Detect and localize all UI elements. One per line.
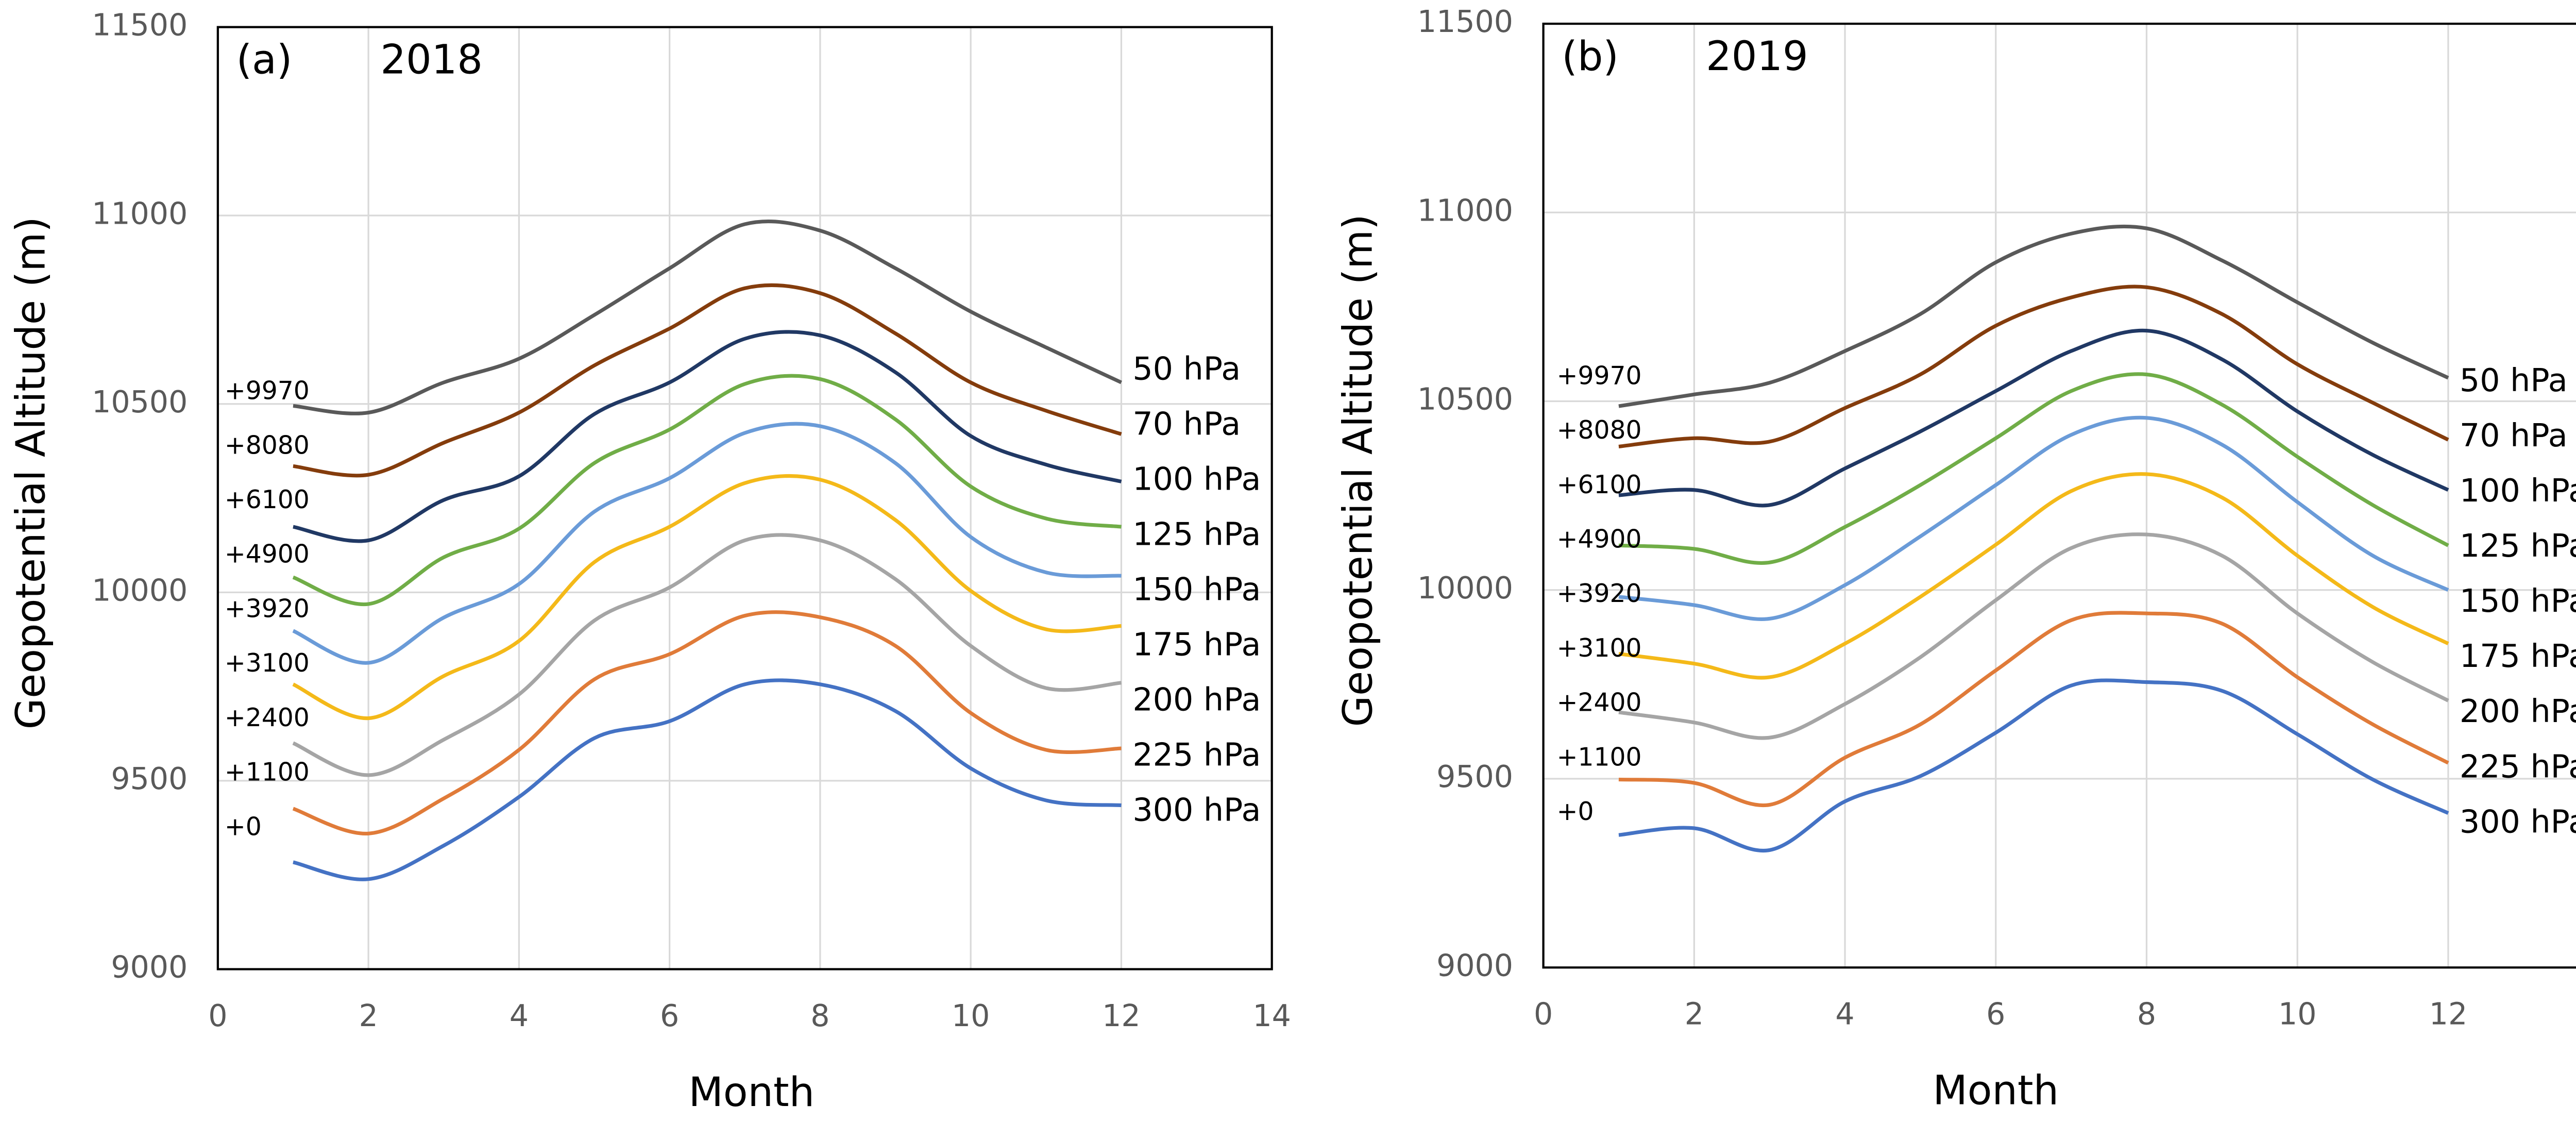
x-tick-label: 2 bbox=[359, 998, 378, 1033]
x-tick-label: 0 bbox=[1534, 997, 1553, 1032]
y-tick-label: 10000 bbox=[1417, 571, 1513, 606]
series-label: 150 hPa bbox=[2460, 582, 2576, 619]
series-label: 225 hPa bbox=[2460, 748, 2576, 785]
series-label: 50 hPa bbox=[2460, 362, 2568, 399]
offset-label: +4900 bbox=[1557, 524, 1642, 554]
x-tick-label: 10 bbox=[2278, 997, 2316, 1032]
x-tick-label: 4 bbox=[1835, 997, 1854, 1032]
plot-frame bbox=[216, 26, 1273, 970]
offset-label: +8080 bbox=[225, 430, 310, 460]
series-label: 70 hPa bbox=[1132, 405, 1241, 442]
series-label: 70 hPa bbox=[2460, 417, 2568, 454]
x-tick-label: 14 bbox=[1252, 998, 1291, 1033]
series-line bbox=[292, 374, 1122, 607]
offset-label: +3100 bbox=[225, 648, 310, 678]
series-line bbox=[293, 330, 1122, 543]
series-line bbox=[1618, 415, 2449, 621]
y-tick-label: 11500 bbox=[1417, 4, 1513, 39]
y-tick-label: 10500 bbox=[1417, 382, 1513, 417]
offset-label: +3920 bbox=[1557, 579, 1642, 608]
x-tick-label: 10 bbox=[952, 998, 990, 1033]
y-tick-label: 9500 bbox=[111, 761, 188, 796]
series-line bbox=[292, 422, 1122, 665]
series-label: 300 hPa bbox=[2460, 803, 2576, 840]
series-line bbox=[293, 678, 1122, 881]
offset-label: +2400 bbox=[225, 703, 310, 732]
offset-label: +1100 bbox=[225, 758, 310, 787]
series-line bbox=[293, 283, 1122, 478]
y-tick-label: 11000 bbox=[1417, 193, 1513, 228]
offset-label: +0 bbox=[1557, 797, 1594, 826]
series-label: 125 hPa bbox=[2460, 527, 2576, 564]
series-label: 300 hPa bbox=[1132, 792, 1261, 829]
offset-label: +0 bbox=[225, 812, 262, 841]
chart-title: 2018 bbox=[380, 37, 483, 83]
y-tick-label: 9000 bbox=[1436, 948, 1513, 983]
series-line bbox=[292, 474, 1122, 721]
x-tick-label: 8 bbox=[2137, 997, 2156, 1032]
series-line bbox=[1618, 472, 2449, 680]
series-line bbox=[1618, 678, 2449, 853]
offset-label: +6100 bbox=[225, 485, 310, 514]
offset-label: +8080 bbox=[1557, 415, 1642, 445]
offset-label: +1100 bbox=[1557, 742, 1642, 772]
offset-label: +2400 bbox=[1557, 688, 1642, 717]
series-line bbox=[293, 220, 1122, 415]
chart-title: 2019 bbox=[1706, 34, 1808, 80]
series-label: 100 hPa bbox=[1132, 460, 1261, 497]
series-line bbox=[1618, 532, 2449, 740]
series-line bbox=[1618, 328, 2449, 508]
x-tick-label: 8 bbox=[810, 998, 829, 1033]
series-label: 200 hPa bbox=[2460, 693, 2576, 730]
series-label: 175 hPa bbox=[1132, 626, 1261, 663]
series-label: 100 hPa bbox=[2460, 472, 2576, 509]
offset-label: +3100 bbox=[1557, 633, 1642, 663]
x-tick-label: 4 bbox=[510, 998, 529, 1033]
y-axis-title: Geopotential Altitude (m) bbox=[1335, 214, 1382, 727]
offset-label: +3920 bbox=[225, 594, 310, 623]
y-tick-label: 9000 bbox=[111, 950, 188, 985]
offset-label: +9970 bbox=[225, 376, 310, 406]
x-tick-label: 12 bbox=[1102, 998, 1140, 1033]
x-tick-label: 6 bbox=[1986, 997, 2005, 1032]
series-line bbox=[1618, 611, 2449, 808]
series-label: 50 hPa bbox=[1132, 350, 1241, 387]
x-tick-label: 0 bbox=[208, 998, 227, 1033]
offset-label: +6100 bbox=[1557, 470, 1642, 499]
x-tick-label: 6 bbox=[660, 998, 679, 1033]
series-line bbox=[1618, 372, 2449, 565]
series-label: 225 hPa bbox=[1132, 736, 1261, 773]
x-axis-title: Month bbox=[1933, 1068, 2059, 1114]
y-tick-label: 11500 bbox=[92, 8, 188, 43]
panel-label: (b) bbox=[1562, 34, 1618, 80]
y-tick-label: 9500 bbox=[1436, 759, 1513, 794]
y-tick-label: 10500 bbox=[92, 384, 188, 420]
x-tick-label: 2 bbox=[1685, 997, 1704, 1032]
x-tick-label: 12 bbox=[2429, 997, 2467, 1032]
series-label: 125 hPa bbox=[1132, 515, 1261, 552]
series-label: 175 hPa bbox=[2460, 638, 2576, 675]
plot-frame bbox=[1542, 22, 2576, 969]
series-line bbox=[1618, 284, 2449, 448]
series-line bbox=[1618, 224, 2449, 408]
panel-label: (a) bbox=[236, 37, 293, 83]
series-label: 150 hPa bbox=[1132, 571, 1261, 608]
y-tick-label: 10000 bbox=[92, 573, 188, 608]
offset-label: +4900 bbox=[225, 540, 310, 569]
series-line bbox=[292, 533, 1122, 777]
series-line bbox=[292, 610, 1122, 835]
offset-label: +9970 bbox=[1557, 361, 1642, 390]
series-label: 200 hPa bbox=[1132, 681, 1261, 718]
x-axis-title: Month bbox=[688, 1069, 815, 1116]
y-axis-title: Geopotential Altitude (m) bbox=[8, 216, 55, 729]
y-tick-label: 11000 bbox=[92, 196, 188, 231]
